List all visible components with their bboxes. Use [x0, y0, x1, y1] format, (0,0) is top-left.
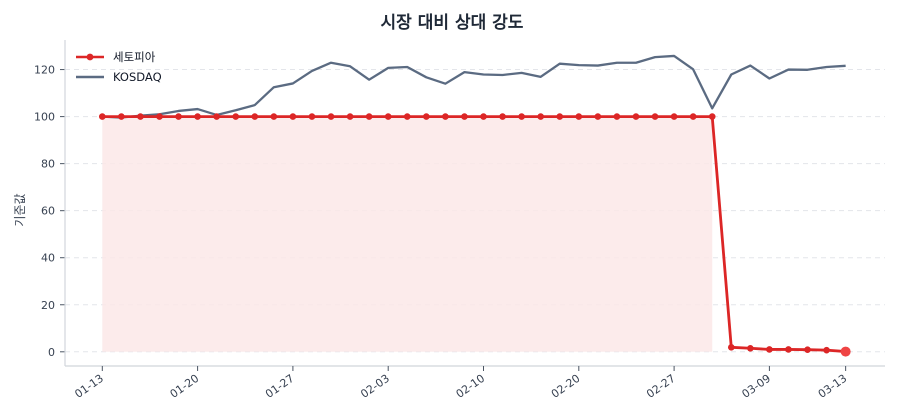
y-axis-label: 기준값 — [13, 193, 27, 226]
data-point-marker — [461, 113, 468, 120]
area-fill — [102, 116, 713, 352]
data-point-marker — [289, 113, 297, 120]
data-point-marker — [670, 113, 678, 120]
data-point-marker — [423, 113, 430, 120]
data-point-marker — [613, 113, 621, 120]
data-point-marker — [232, 113, 240, 120]
data-point-marker — [137, 113, 144, 120]
data-point-marker — [365, 113, 373, 120]
x-tick-label: 02-27 — [644, 372, 678, 401]
legend-item-setopia: 세토피아 — [76, 50, 156, 64]
latest-point-marker — [840, 346, 851, 357]
chart-title: 시장 대비 상대 강도 — [381, 13, 524, 33]
x-tick-label: 02-10 — [454, 372, 488, 401]
series-lines — [99, 54, 851, 357]
data-point-marker — [213, 113, 220, 120]
data-point-marker — [270, 113, 278, 120]
data-point-marker — [327, 113, 335, 120]
y-tick-label: 0 — [48, 346, 55, 359]
y-tick-label: 60 — [41, 205, 55, 218]
data-point-marker — [518, 113, 525, 120]
data-point-marker — [346, 113, 354, 120]
data-point-marker — [194, 113, 201, 120]
data-point-marker — [823, 346, 830, 354]
kosdaq-line — [102, 54, 846, 119]
data-point-marker — [384, 113, 392, 120]
data-point-marker — [651, 113, 659, 120]
data-point-marker — [537, 113, 544, 120]
data-point-marker — [156, 113, 163, 120]
legend-item-kosdaq: KOSDAQ — [76, 70, 162, 84]
data-point-marker — [575, 113, 583, 120]
data-point-marker — [480, 113, 487, 120]
x-tick-label: 01-20 — [168, 372, 202, 401]
x-tick-label: 01-13 — [72, 372, 106, 401]
x-tick-label: 03-13 — [816, 372, 850, 401]
data-point-marker — [766, 346, 773, 353]
x-tick-label: 03-09 — [739, 372, 773, 401]
data-point-marker — [708, 113, 716, 120]
data-point-marker — [118, 113, 125, 120]
data-point-marker — [308, 113, 316, 120]
data-point-marker — [632, 113, 640, 120]
y-tick-label: 80 — [41, 158, 55, 171]
data-point-marker — [499, 113, 506, 120]
data-point-marker — [727, 344, 735, 351]
data-point-marker — [747, 344, 754, 352]
x-tick-label: 02-20 — [549, 372, 583, 401]
legend: 세토피아 KOSDAQ — [76, 50, 162, 84]
data-point-marker — [785, 346, 792, 353]
x-tick-label: 02-03 — [358, 372, 392, 401]
data-point-marker — [403, 113, 411, 120]
data-point-marker — [689, 113, 697, 120]
y-tick-label: 120 — [34, 64, 55, 77]
legend-label: KOSDAQ — [113, 70, 162, 84]
data-point-marker — [442, 113, 449, 120]
y-tick-label: 100 — [34, 111, 55, 124]
data-point-marker — [556, 113, 564, 120]
series-area-fill — [102, 116, 713, 352]
setopia-line — [102, 115, 846, 353]
y-tick-label: 40 — [41, 252, 55, 265]
data-point-marker — [175, 113, 182, 120]
legend-label: 세토피아 — [113, 50, 156, 64]
legend-dot-icon — [86, 53, 94, 61]
data-point-marker — [99, 113, 106, 120]
data-point-marker — [594, 113, 602, 120]
data-point-marker — [251, 113, 259, 120]
y-tick-label: 20 — [41, 299, 55, 312]
x-tick-label: 01-27 — [263, 372, 297, 401]
data-point-marker — [804, 346, 811, 353]
